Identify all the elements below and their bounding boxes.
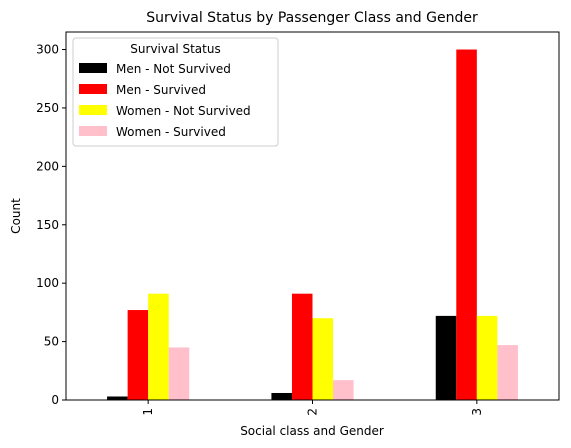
bar-men-survived-class-1 — [127, 310, 149, 400]
legend-swatch — [79, 126, 107, 136]
y-tick-label: 200 — [36, 159, 59, 173]
y-tick-label: 50 — [44, 335, 59, 349]
x-tick-label: 2 — [306, 408, 320, 416]
x-tick-label: 3 — [470, 408, 484, 416]
legend-entry: Men - Survived — [116, 83, 206, 97]
y-tick-label: 250 — [36, 101, 59, 115]
y-tick-label: 150 — [36, 218, 59, 232]
legend-swatch — [79, 84, 107, 94]
bar-women-survived-class-1 — [168, 347, 190, 400]
bar-men-survived-class-2 — [291, 293, 313, 400]
bar-women-not-survived-class-3 — [476, 315, 498, 400]
bar-women-survived-class-2 — [333, 380, 354, 400]
legend-entry: Men - Not Survived — [116, 62, 231, 76]
y-tick-label: 300 — [36, 43, 59, 57]
legend: Survival Status Men - Not Survived Men - S… — [72, 37, 279, 147]
bar-men-not-survived-class-1 — [107, 396, 128, 400]
bar-men-survived-class-3 — [456, 49, 477, 401]
legend-swatch — [79, 105, 107, 115]
y-tick-label: 100 — [36, 276, 59, 290]
bar-women-survived-class-3 — [497, 345, 518, 400]
bars-group — [107, 49, 518, 401]
y-tick-label: 0 — [51, 393, 59, 407]
legend-title: Survival Status — [130, 42, 220, 56]
y-axis: 0 50 100 150 200 250 300 — [36, 43, 66, 407]
legend-entry: Women - Not Survived — [116, 104, 251, 118]
bar-women-not-survived-class-1 — [148, 293, 169, 400]
bar-men-not-survived-class-3 — [435, 315, 457, 400]
chart-title: Survival Status by Passenger Class and G… — [146, 10, 478, 26]
bar-men-not-survived-class-2 — [271, 392, 292, 400]
x-axis-label: Social class and Gender — [240, 424, 384, 438]
y-axis-label: Count — [9, 198, 23, 234]
bar-women-not-survived-class-2 — [312, 318, 334, 400]
legend-frame — [72, 37, 279, 147]
legend-swatch — [79, 63, 107, 73]
x-axis: 1 2 3 — [141, 400, 484, 416]
legend-entry: Women - Survived — [116, 125, 226, 139]
x-tick-label: 1 — [141, 408, 155, 416]
